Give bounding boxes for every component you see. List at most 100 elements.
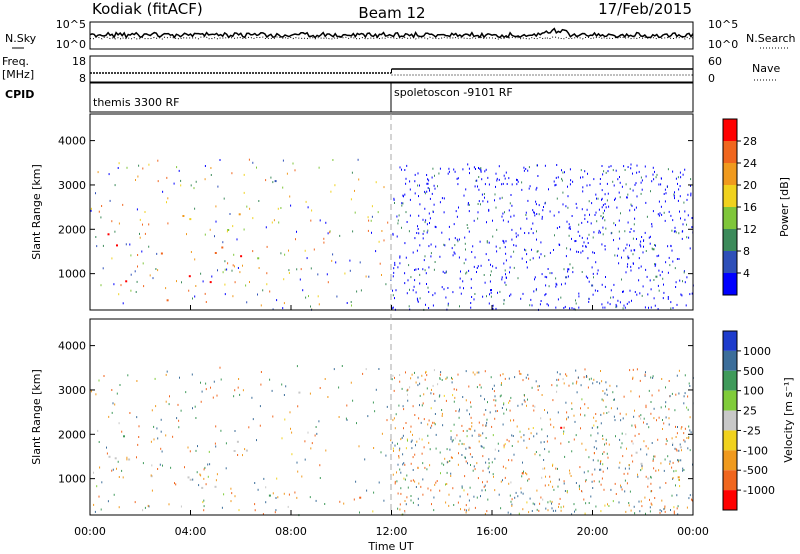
- velocity-pixel: [184, 466, 185, 469]
- velocity-pixel: [676, 449, 678, 452]
- velocity-pixel: [544, 484, 546, 487]
- power-pixel: [451, 247, 453, 250]
- power-pixel: [501, 183, 503, 186]
- velocity-pixel: [150, 440, 152, 443]
- velocity-pixel: [231, 492, 233, 495]
- velocity-pixel: [671, 494, 673, 497]
- velocity-pixel: [672, 442, 674, 445]
- power-pixel: [354, 211, 356, 214]
- power-pixel: [209, 228, 211, 231]
- velocity-pixel: [502, 373, 504, 376]
- velocity-pixel: [684, 427, 686, 430]
- velocity-pixel: [526, 404, 527, 407]
- power-pixel: [674, 230, 676, 233]
- velocity-pixel: [503, 444, 505, 447]
- power-pixel: [394, 297, 395, 300]
- power-pixel: [122, 302, 124, 305]
- velocity-pixel: [526, 501, 528, 504]
- velocity-pixel: [605, 381, 607, 384]
- power-pixel: [181, 281, 182, 284]
- velocity-colorbar-swatch: [723, 331, 737, 351]
- power-pixel: [680, 293, 682, 296]
- power-pixel: [419, 184, 420, 187]
- velocity-pixel: [415, 444, 416, 447]
- power-pixel: [531, 304, 533, 307]
- velocity-pixel: [599, 468, 601, 471]
- velocity-pixel: [456, 388, 458, 391]
- power-pixel: [422, 237, 424, 240]
- velocity-pixel: [412, 479, 414, 482]
- velocity-pixel: [616, 385, 618, 388]
- power-pixel: [434, 225, 436, 228]
- velocity-pixel: [584, 414, 586, 417]
- velocity-pixel: [410, 495, 412, 497]
- power-pixel: [157, 159, 159, 162]
- velocity-pixel: [614, 482, 616, 485]
- power-pixel: [302, 289, 304, 292]
- power-pixel: [625, 183, 627, 186]
- power-pixel: [288, 269, 290, 272]
- power-pixel: [379, 262, 381, 265]
- power-y-tick-label: 1000: [58, 268, 86, 281]
- power-pixel: [626, 196, 628, 199]
- power-pixel: [604, 306, 606, 309]
- velocity-pixel: [640, 414, 642, 417]
- power-pixel: [569, 307, 571, 310]
- power-pixel: [601, 206, 603, 209]
- power-pixel: [643, 239, 645, 242]
- power-pixel: [480, 167, 482, 170]
- velocity-pixel: [399, 447, 401, 450]
- power-pixel: [393, 271, 395, 274]
- power-pixel: [627, 257, 629, 260]
- power-pixel: [102, 244, 104, 247]
- velocity-pixel: [457, 463, 459, 466]
- velocity-pixel: [404, 500, 406, 502]
- freq-right-tick-high: 60: [708, 55, 722, 68]
- velocity-pixel: [652, 375, 654, 378]
- velocity-pixel: [510, 500, 512, 503]
- power-pixel: [638, 170, 640, 173]
- power-pixel: [614, 254, 616, 257]
- power-pixel: [660, 183, 662, 186]
- velocity-pixel: [520, 436, 522, 439]
- power-pixel: [569, 225, 571, 228]
- power-pixel: [454, 170, 456, 173]
- velocity-pixel: [464, 508, 466, 511]
- velocity-pixel: [234, 430, 236, 432]
- velocity-pixel: [209, 463, 211, 466]
- power-pixel: [503, 302, 505, 305]
- power-pixel: [624, 230, 626, 233]
- power-pixel: [188, 289, 190, 292]
- power-pixel: [466, 224, 468, 226]
- velocity-pixel: [291, 431, 293, 434]
- power-pixel: [484, 170, 486, 173]
- velocity-pixel: [443, 394, 445, 397]
- velocity-pixel: [196, 471, 198, 474]
- power-pixel: [108, 173, 110, 176]
- power-pixel: [142, 223, 143, 226]
- velocity-pixel: [654, 455, 656, 458]
- velocity-pixel: [476, 496, 478, 499]
- power-pixel: [406, 292, 408, 295]
- power-pixel: [610, 296, 612, 299]
- velocity-pixel: [431, 388, 432, 391]
- velocity-pixel: [683, 395, 685, 398]
- power-colorbar-swatch: [723, 207, 737, 229]
- velocity-pixel: [486, 418, 488, 421]
- power-pixel: [401, 168, 402, 171]
- velocity-pixel: [626, 482, 628, 485]
- power-pixel: [594, 214, 596, 216]
- velocity-pixel: [203, 477, 205, 480]
- velocity-pixel: [425, 371, 426, 374]
- velocity-pixel: [576, 380, 578, 383]
- power-pixel: [531, 248, 532, 251]
- velocity-pixel: [508, 440, 510, 443]
- velocity-pixel: [571, 450, 573, 453]
- power-pixel: [544, 202, 546, 205]
- velocity-pixel: [664, 458, 666, 461]
- velocity-pixel: [619, 438, 621, 441]
- power-pixel: [487, 176, 489, 179]
- velocity-pixel: [595, 413, 597, 415]
- velocity-pixel: [585, 502, 587, 505]
- velocity-pixel: [606, 393, 608, 396]
